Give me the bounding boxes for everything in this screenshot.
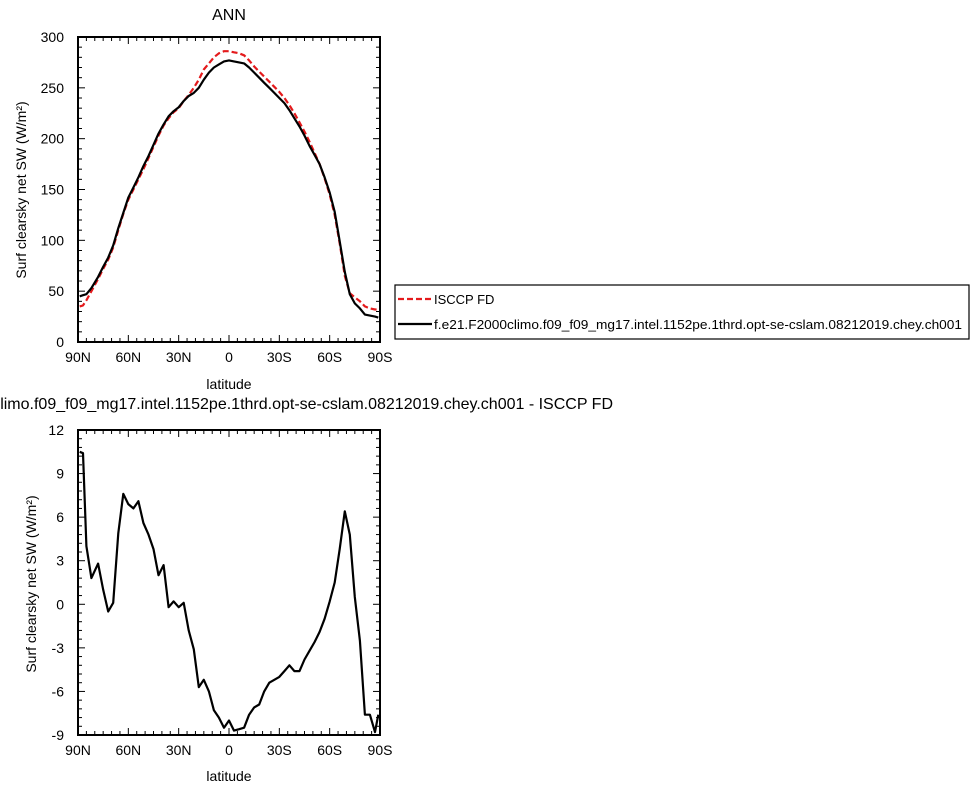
top-x-tick-label: 60N [115,349,141,365]
top-y-axis-ticks: 0 50 100 150 200 250 300 [41,29,380,350]
top-y-tick-label: 50 [48,283,64,299]
bottom-y-tick-label: 6 [56,509,64,525]
top-x-tick-label: 0 [225,349,233,365]
bottom-series-lines [79,450,380,734]
legend-box [394,284,970,340]
bottom-x-tick-label: 90N [65,742,91,758]
top-y-tick-label: 100 [41,232,65,248]
bottom-x-tick-label: 60N [115,742,141,758]
top-x-tick-label: 90S [368,349,393,365]
bottom-x-tick-label: 0 [225,742,233,758]
top-y-tick-label: 300 [41,29,65,45]
legend-label-model: f.e21.F2000climo.f09_f09_mg17.intel.1152… [434,317,962,332]
top-series-lines [79,50,379,319]
bottom-x-axis-label: latitude [206,768,251,784]
bottom-x-tick-label: 60S [317,742,342,758]
top-series-line-0 [79,50,379,311]
top-y-tick-label: 200 [41,131,65,147]
bottom-series-line-0 [79,450,380,734]
bottom-panel: f.e21.F2000climo.f09_f09_mg17.intel.1152… [0,396,613,784]
top-panel-title: ANN [212,7,246,24]
top-y-tick-label: 150 [41,182,65,198]
bottom-y-tick-label: -3 [52,640,65,656]
bottom-y-tick-label: 0 [56,596,64,612]
top-plot-frame [77,36,381,343]
bottom-y-axis-label: Surf clearsky net SW (W/m²) [23,495,39,672]
top-x-tick-label: 30S [267,349,292,365]
bottom-x-tick-label: 30N [166,742,192,758]
top-y-axis-label: Surf clearsky net SW (W/m²) [13,101,29,278]
top-x-tick-label: 30N [166,349,192,365]
bottom-x-tick-label: 90S [368,742,393,758]
bottom-y-tick-label: 9 [56,466,64,482]
bottom-y-tick-label: 3 [56,553,64,569]
top-x-axis-label: latitude [206,376,251,392]
top-series-line-1 [79,59,379,319]
top-y-tick-label: 250 [41,80,65,96]
top-panel: ANN 90N 60N 30N 0 30S 60S 90S 0 50 100 150 200 250 3… [13,7,392,392]
bottom-x-axis-ticks: 90N 60N 30N 0 30S 60S 90S [65,430,392,758]
top-y-tick-label: 0 [56,334,64,350]
top-x-tick-label: 60S [317,349,342,365]
bottom-y-tick-label: -6 [52,683,65,699]
bottom-y-tick-label: -9 [52,727,65,743]
bottom-y-tick-label: 12 [48,422,64,438]
top-x-tick-label: 90N [65,349,91,365]
bottom-y-axis-ticks: -9 -6 -3 0 3 6 9 12 [48,422,380,743]
legend-label-isccp: ISCCP FD [434,292,494,307]
top-x-axis-ticks: 90N 60N 30N 0 30S 60S 90S [65,37,392,365]
bottom-x-tick-label: 30S [267,742,292,758]
legend: ISCCP FD f.e21.F2000climo.f09_f09_mg17.i… [394,284,970,340]
bottom-panel-title: f.e21.F2000climo.f09_f09_mg17.intel.1152… [0,396,613,413]
